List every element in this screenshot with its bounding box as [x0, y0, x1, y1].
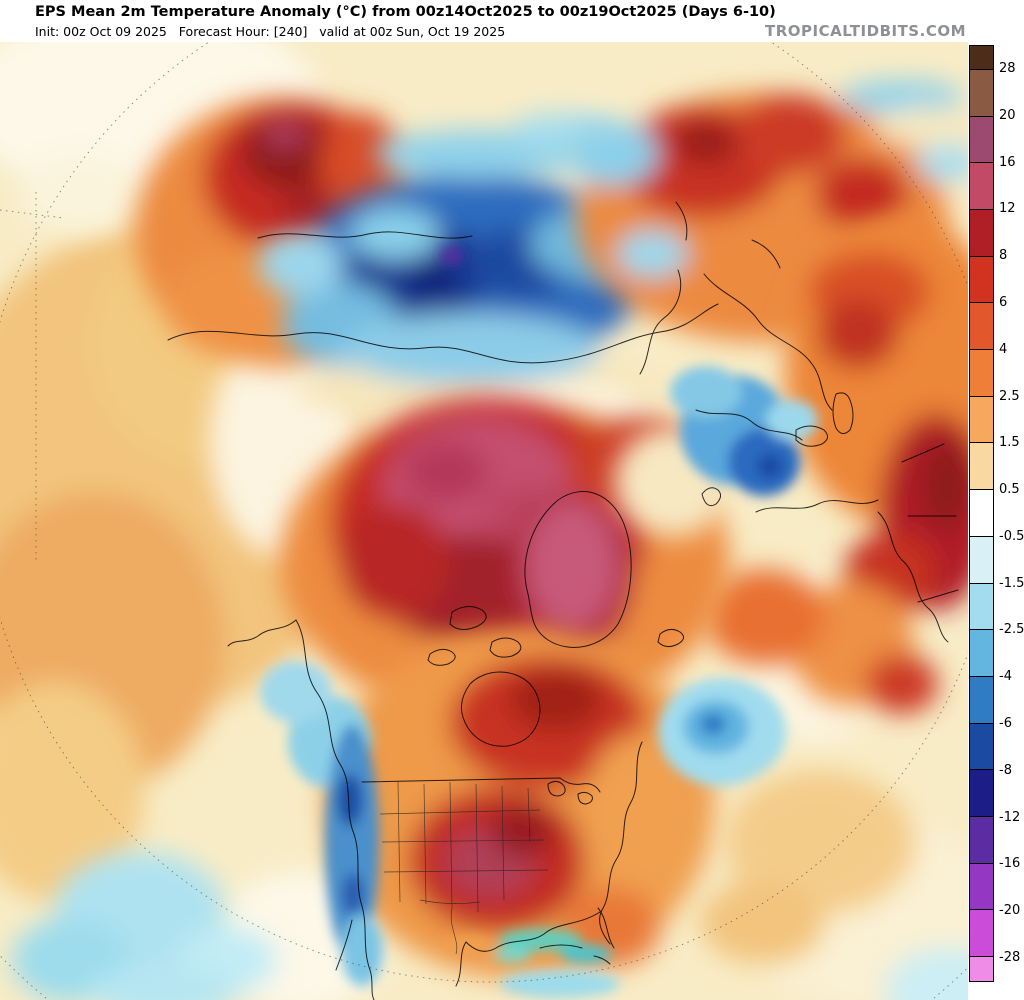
colorbar-tick-label: 28 [999, 61, 1016, 76]
colorbar-tick-label: -6 [999, 716, 1012, 732]
siberia-cold-anomaly [258, 113, 665, 444]
colorbar-tick-label: -20 [999, 903, 1021, 919]
colorbar-tick-label: 4 [999, 341, 1008, 357]
colorbar-tick-label: 16 [999, 154, 1016, 170]
us-state-borders [379, 781, 549, 955]
subheader: Init: 00z Oct 09 2025 Forecast Hour: [24… [35, 22, 968, 40]
colorbar-segment [970, 863, 993, 911]
colorbar-segment [970, 256, 993, 304]
map-container [0, 42, 968, 1000]
siberia-cold-core-detail [441, 248, 463, 264]
europe-cold-anomaly [670, 366, 818, 496]
colorbar-segment [970, 303, 993, 351]
header: EPS Mean 2m Temperature Anomaly (°C) fro… [0, 0, 968, 42]
colorbar-segment [970, 490, 993, 537]
colorbar-tick-label: 12 [999, 201, 1016, 217]
colorbar-segment [970, 583, 993, 631]
colorbar-segment [970, 630, 993, 677]
graticule-dotted-lines [0, 42, 968, 1000]
pacific-cold-patches [12, 852, 276, 1000]
colorbar-segment [970, 816, 993, 864]
colorbar-tick-label: -28 [999, 950, 1021, 965]
colorbar-segment [970, 163, 993, 211]
colorbar-tick-label: -12 [999, 809, 1021, 825]
colorbar-tick-label: -2.5 [999, 622, 1024, 638]
colorbar-tick-label: 2.5 [999, 388, 1020, 404]
temperature-anomaly-map [0, 42, 968, 1000]
coastlines [167, 201, 959, 1000]
colorbar-segment [970, 116, 993, 164]
colorbar-segment [970, 723, 993, 771]
colorbar-tick-label: -1.5 [999, 575, 1024, 591]
colorbar-segment [970, 443, 993, 491]
colorbar-segment [970, 536, 993, 584]
colorbar-tick-label: -16 [999, 856, 1021, 872]
arctic-warm-anomaly [280, 397, 730, 722]
colorbar-tick-label: 0.5 [999, 482, 1020, 498]
colorbar-segment [970, 46, 993, 70]
colorbar-segment [970, 957, 993, 981]
west-coast-cold-anomaly [260, 661, 383, 986]
colorbar-segment [970, 910, 993, 958]
init-forecast-info: Init: 00z Oct 09 2025 Forecast Hour: [24… [35, 24, 506, 39]
colorbar-tick-label: -4 [999, 669, 1012, 685]
colorbar-segment [970, 396, 993, 444]
colorbar-tick-label: 1.5 [999, 435, 1020, 451]
colorbar [969, 45, 994, 982]
colorbar-tick-label: 20 [999, 107, 1016, 123]
colorbar-segment [970, 69, 993, 117]
colorbar-tick-label: 8 [999, 248, 1008, 264]
site-watermark: TROPICALTIDBITS.COM [765, 22, 966, 40]
atlantic-warm-patches [700, 770, 968, 1000]
colorbar-labels: 28 20 16 12 8 6 4 2.5 1.5 0.5 -0.5 -1.5 -2.5 -4 -6 -8 -1… [999, 45, 1024, 982]
colorbar-segment [970, 350, 993, 397]
colorbar-tick-label: 6 [999, 294, 1008, 310]
colorbar-segment [970, 770, 993, 817]
north-america-warm-anomaly [325, 629, 715, 979]
colorbar-segment [970, 676, 993, 724]
atlantic-cold-pocket [658, 678, 786, 786]
colorbar-segment [970, 210, 993, 257]
colorbar-tick-label: -8 [999, 762, 1012, 778]
colorbar-tick-label: -0.5 [999, 528, 1024, 544]
map-title: EPS Mean 2m Temperature Anomaly (°C) fro… [35, 4, 776, 20]
middle-east-warm-anomaly [705, 217, 968, 714]
